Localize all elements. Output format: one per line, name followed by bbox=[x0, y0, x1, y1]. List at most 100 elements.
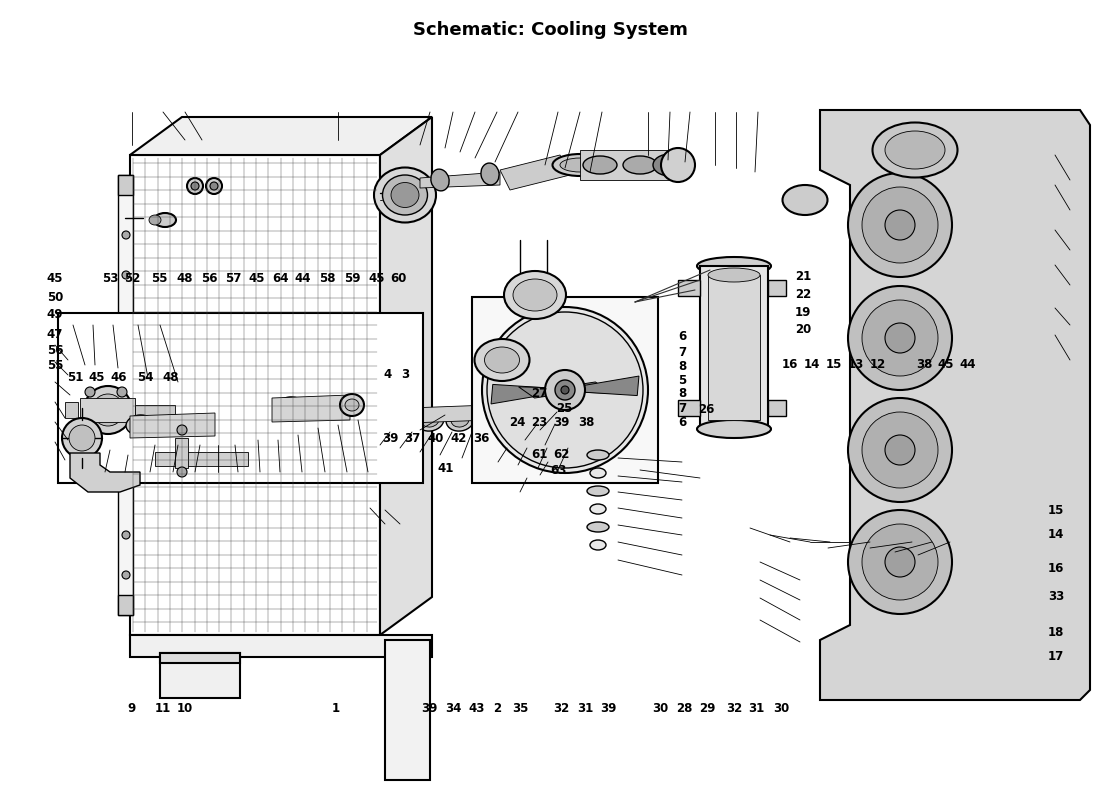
Text: 15: 15 bbox=[826, 358, 842, 370]
Polygon shape bbox=[521, 388, 572, 396]
Ellipse shape bbox=[481, 163, 499, 185]
Text: 39: 39 bbox=[421, 702, 437, 714]
Ellipse shape bbox=[275, 397, 305, 419]
Circle shape bbox=[122, 531, 130, 539]
Text: 16: 16 bbox=[782, 358, 797, 370]
Ellipse shape bbox=[390, 182, 419, 207]
Ellipse shape bbox=[587, 522, 609, 532]
Text: 37: 37 bbox=[405, 432, 420, 445]
Text: 48: 48 bbox=[163, 371, 178, 384]
Text: 8: 8 bbox=[678, 387, 686, 400]
Circle shape bbox=[92, 394, 124, 426]
Bar bbox=[472, 297, 658, 483]
Text: 45: 45 bbox=[937, 358, 955, 370]
Circle shape bbox=[122, 571, 130, 579]
Text: 24: 24 bbox=[509, 416, 525, 429]
Text: 26: 26 bbox=[698, 403, 714, 416]
Text: 30: 30 bbox=[652, 702, 668, 714]
Ellipse shape bbox=[552, 154, 607, 176]
Text: 14: 14 bbox=[1048, 528, 1064, 541]
Text: 45: 45 bbox=[249, 272, 265, 285]
Ellipse shape bbox=[653, 154, 688, 176]
Text: 32: 32 bbox=[727, 702, 742, 714]
Text: 11: 11 bbox=[155, 702, 170, 714]
Ellipse shape bbox=[697, 420, 771, 438]
Circle shape bbox=[177, 467, 187, 477]
Circle shape bbox=[886, 323, 915, 353]
Polygon shape bbox=[130, 117, 432, 155]
Ellipse shape bbox=[447, 409, 474, 431]
Text: 45: 45 bbox=[367, 272, 385, 285]
Polygon shape bbox=[491, 385, 554, 404]
Ellipse shape bbox=[484, 347, 519, 373]
Text: 38: 38 bbox=[916, 358, 932, 370]
Text: 12: 12 bbox=[870, 358, 886, 370]
Text: 23: 23 bbox=[531, 416, 547, 429]
Text: 27: 27 bbox=[531, 387, 547, 400]
Circle shape bbox=[84, 386, 132, 434]
Text: 44: 44 bbox=[295, 272, 310, 285]
Text: 54: 54 bbox=[138, 371, 154, 384]
Text: 2: 2 bbox=[493, 702, 502, 714]
Circle shape bbox=[122, 271, 130, 279]
Ellipse shape bbox=[481, 404, 499, 426]
Text: 53: 53 bbox=[102, 272, 118, 285]
Circle shape bbox=[848, 510, 952, 614]
Circle shape bbox=[848, 173, 952, 277]
Circle shape bbox=[544, 370, 585, 410]
Ellipse shape bbox=[583, 156, 617, 174]
Text: 9: 9 bbox=[128, 702, 136, 714]
Text: 55: 55 bbox=[46, 359, 64, 372]
Text: 32: 32 bbox=[553, 702, 569, 714]
Ellipse shape bbox=[383, 175, 428, 215]
Polygon shape bbox=[518, 386, 549, 398]
Ellipse shape bbox=[431, 169, 449, 191]
Polygon shape bbox=[175, 438, 188, 468]
Ellipse shape bbox=[782, 185, 827, 215]
Ellipse shape bbox=[386, 409, 414, 431]
Ellipse shape bbox=[513, 279, 557, 311]
Ellipse shape bbox=[451, 413, 469, 427]
Text: 25: 25 bbox=[557, 402, 572, 414]
Text: 39: 39 bbox=[553, 416, 569, 429]
Text: 21: 21 bbox=[795, 270, 811, 282]
Text: 38: 38 bbox=[579, 416, 594, 429]
Circle shape bbox=[848, 286, 952, 390]
Text: 45: 45 bbox=[88, 371, 106, 384]
Circle shape bbox=[886, 210, 915, 240]
Bar bbox=[385, 640, 430, 780]
Text: 55: 55 bbox=[152, 272, 167, 285]
Text: 46: 46 bbox=[110, 371, 126, 384]
Text: 20: 20 bbox=[795, 323, 811, 336]
Ellipse shape bbox=[340, 394, 364, 416]
Ellipse shape bbox=[158, 415, 186, 435]
Ellipse shape bbox=[661, 148, 695, 182]
Bar bbox=[160, 653, 240, 663]
Text: 64: 64 bbox=[273, 272, 288, 285]
Bar bbox=[160, 653, 240, 698]
Text: 13: 13 bbox=[848, 358, 864, 370]
Ellipse shape bbox=[191, 419, 209, 431]
Ellipse shape bbox=[421, 413, 439, 427]
Circle shape bbox=[487, 312, 644, 468]
Text: 62: 62 bbox=[553, 448, 569, 461]
Text: 6: 6 bbox=[678, 416, 686, 429]
Bar bbox=[130, 635, 432, 657]
Circle shape bbox=[177, 425, 187, 435]
Text: 34: 34 bbox=[446, 702, 461, 714]
Bar bbox=[118, 595, 133, 615]
Text: 31: 31 bbox=[749, 702, 764, 714]
Polygon shape bbox=[130, 413, 214, 438]
Ellipse shape bbox=[587, 450, 609, 460]
Circle shape bbox=[100, 402, 116, 418]
Bar bbox=[130, 155, 380, 635]
Ellipse shape bbox=[356, 409, 384, 431]
Polygon shape bbox=[820, 110, 1090, 700]
Text: 7: 7 bbox=[678, 402, 686, 414]
Circle shape bbox=[187, 178, 204, 194]
Circle shape bbox=[886, 435, 915, 465]
Text: 31: 31 bbox=[578, 702, 593, 714]
Text: 18: 18 bbox=[1048, 626, 1064, 638]
Text: 48: 48 bbox=[176, 272, 194, 285]
Ellipse shape bbox=[490, 408, 500, 422]
